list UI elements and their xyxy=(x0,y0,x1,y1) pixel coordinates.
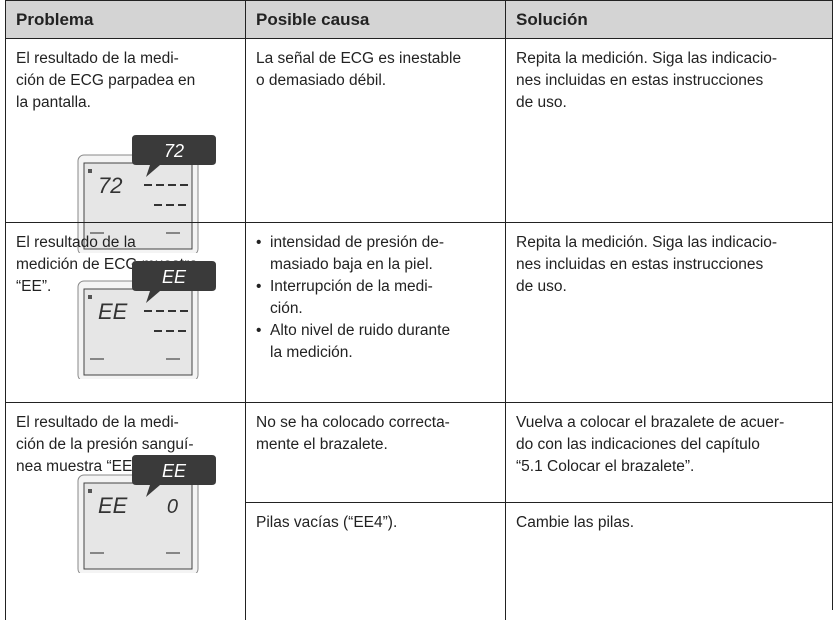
screen-digits: EE xyxy=(98,299,128,324)
solution-cell: Repita la medición. Siga las indicacio-n… xyxy=(505,38,833,222)
text-line: ción. xyxy=(270,300,303,317)
bubble-digits: 72 xyxy=(164,141,184,161)
text-line: “EE”. xyxy=(16,278,52,295)
text-line: Pilas vacías (“EE4”). xyxy=(256,514,398,531)
text-line: El resultado de la medi- xyxy=(16,50,179,67)
cause-cell: La señal de ECG es inestable o demasiado … xyxy=(245,38,506,222)
header-text: Solución xyxy=(516,10,588,29)
lcd-screen xyxy=(83,482,193,570)
text-line: Repita la medición. Siga las indicacio- xyxy=(516,50,778,67)
text-line: El resultado de la xyxy=(16,234,136,251)
bullet-item: Alto nivel de ruido durante la medición. xyxy=(256,320,496,364)
right-border xyxy=(832,0,833,610)
text-line: nes incluidas en estas instrucciones xyxy=(516,72,764,89)
text-line: la pantalla. xyxy=(16,94,91,111)
text-line: do con las indicaciones del capítulo xyxy=(516,436,760,453)
screen-digits-right: 0 xyxy=(167,496,178,518)
screen-icon xyxy=(88,169,92,173)
text-line: Vuelva a colocar el brazalete de acuer- xyxy=(516,414,785,431)
text-line: nes incluidas en estas instrucciones xyxy=(516,256,764,273)
solution-cell: Repita la medición. Siga las indicacio-n… xyxy=(505,222,833,402)
text-line: o demasiado débil. xyxy=(256,72,387,89)
text-line: masiado baja en la piel. xyxy=(270,256,433,273)
text-line: de uso. xyxy=(516,278,567,295)
solution-cell: Vuelva a colocar el brazalete de acuer-d… xyxy=(505,402,833,502)
screen-digits: 72 xyxy=(98,173,122,198)
text-line: Alto nivel de ruido durante xyxy=(270,322,451,339)
screen-icon xyxy=(88,295,92,299)
screen-icon xyxy=(88,489,92,493)
solution-cell: Cambie las pilas. xyxy=(505,502,833,620)
bullet-item: Interrupción de la medi-ción. xyxy=(256,276,496,320)
bullet-item: intensidad de presión de-masiado baja en… xyxy=(256,232,496,276)
text-line: la medición. xyxy=(270,344,353,361)
screen-dashes xyxy=(144,310,188,332)
text-line: Cambie las pilas. xyxy=(516,514,635,531)
header-cell: Problema xyxy=(5,0,246,38)
bubble-digits: EE xyxy=(162,461,187,481)
speech-bubble xyxy=(132,261,216,303)
header-cell: Posible causa xyxy=(245,0,506,38)
text-line: Interrupción de la medi- xyxy=(270,278,433,295)
text-line: El resultado de la medi- xyxy=(16,414,179,431)
text-line: ción de la presión sanguí- xyxy=(16,436,194,453)
lcd-illustration: EE EE 0 xyxy=(77,455,216,573)
lcd-illustration: EE EE xyxy=(77,261,216,379)
lcd-illustration: 72 72 xyxy=(77,135,216,253)
bubble-digits: EE xyxy=(162,267,187,287)
text-line: La señal de ECG es inestable xyxy=(256,50,462,67)
header-cell: Solución xyxy=(505,0,833,38)
cause-cell: Pilas vacías (“EE4”). xyxy=(245,502,506,620)
cause-cell: intensidad de presión de-masiado baja en… xyxy=(245,222,506,402)
text-line: de uso. xyxy=(516,94,567,111)
text-line: mente el brazalete. xyxy=(256,436,388,453)
text-line: Repita la medición. Siga las indicacio- xyxy=(516,234,778,251)
text-line: No se ha colocado correcta- xyxy=(256,414,450,431)
cause-cell: No se ha colocado correcta-mente el braz… xyxy=(245,402,506,502)
problem-cell: El resultado de la medi-ción de ECG parp… xyxy=(5,38,246,253)
header-text: Problema xyxy=(16,10,94,29)
text-line: ción de ECG parpadea en xyxy=(16,72,196,89)
screen-dashes xyxy=(144,184,188,206)
header-text: Posible causa xyxy=(256,10,370,29)
screen-digits: EE xyxy=(98,493,128,518)
speech-bubble xyxy=(132,455,216,497)
problem-cell: El resultado de la medi-ción de la presi… xyxy=(5,402,246,620)
speech-bubble xyxy=(132,135,216,177)
problem-cell: El resultado de la medición de ECG muestr… xyxy=(5,222,246,402)
text-line: intensidad de presión de- xyxy=(270,234,445,251)
text-line: “5.1 Colocar el brazalete”. xyxy=(516,458,695,475)
